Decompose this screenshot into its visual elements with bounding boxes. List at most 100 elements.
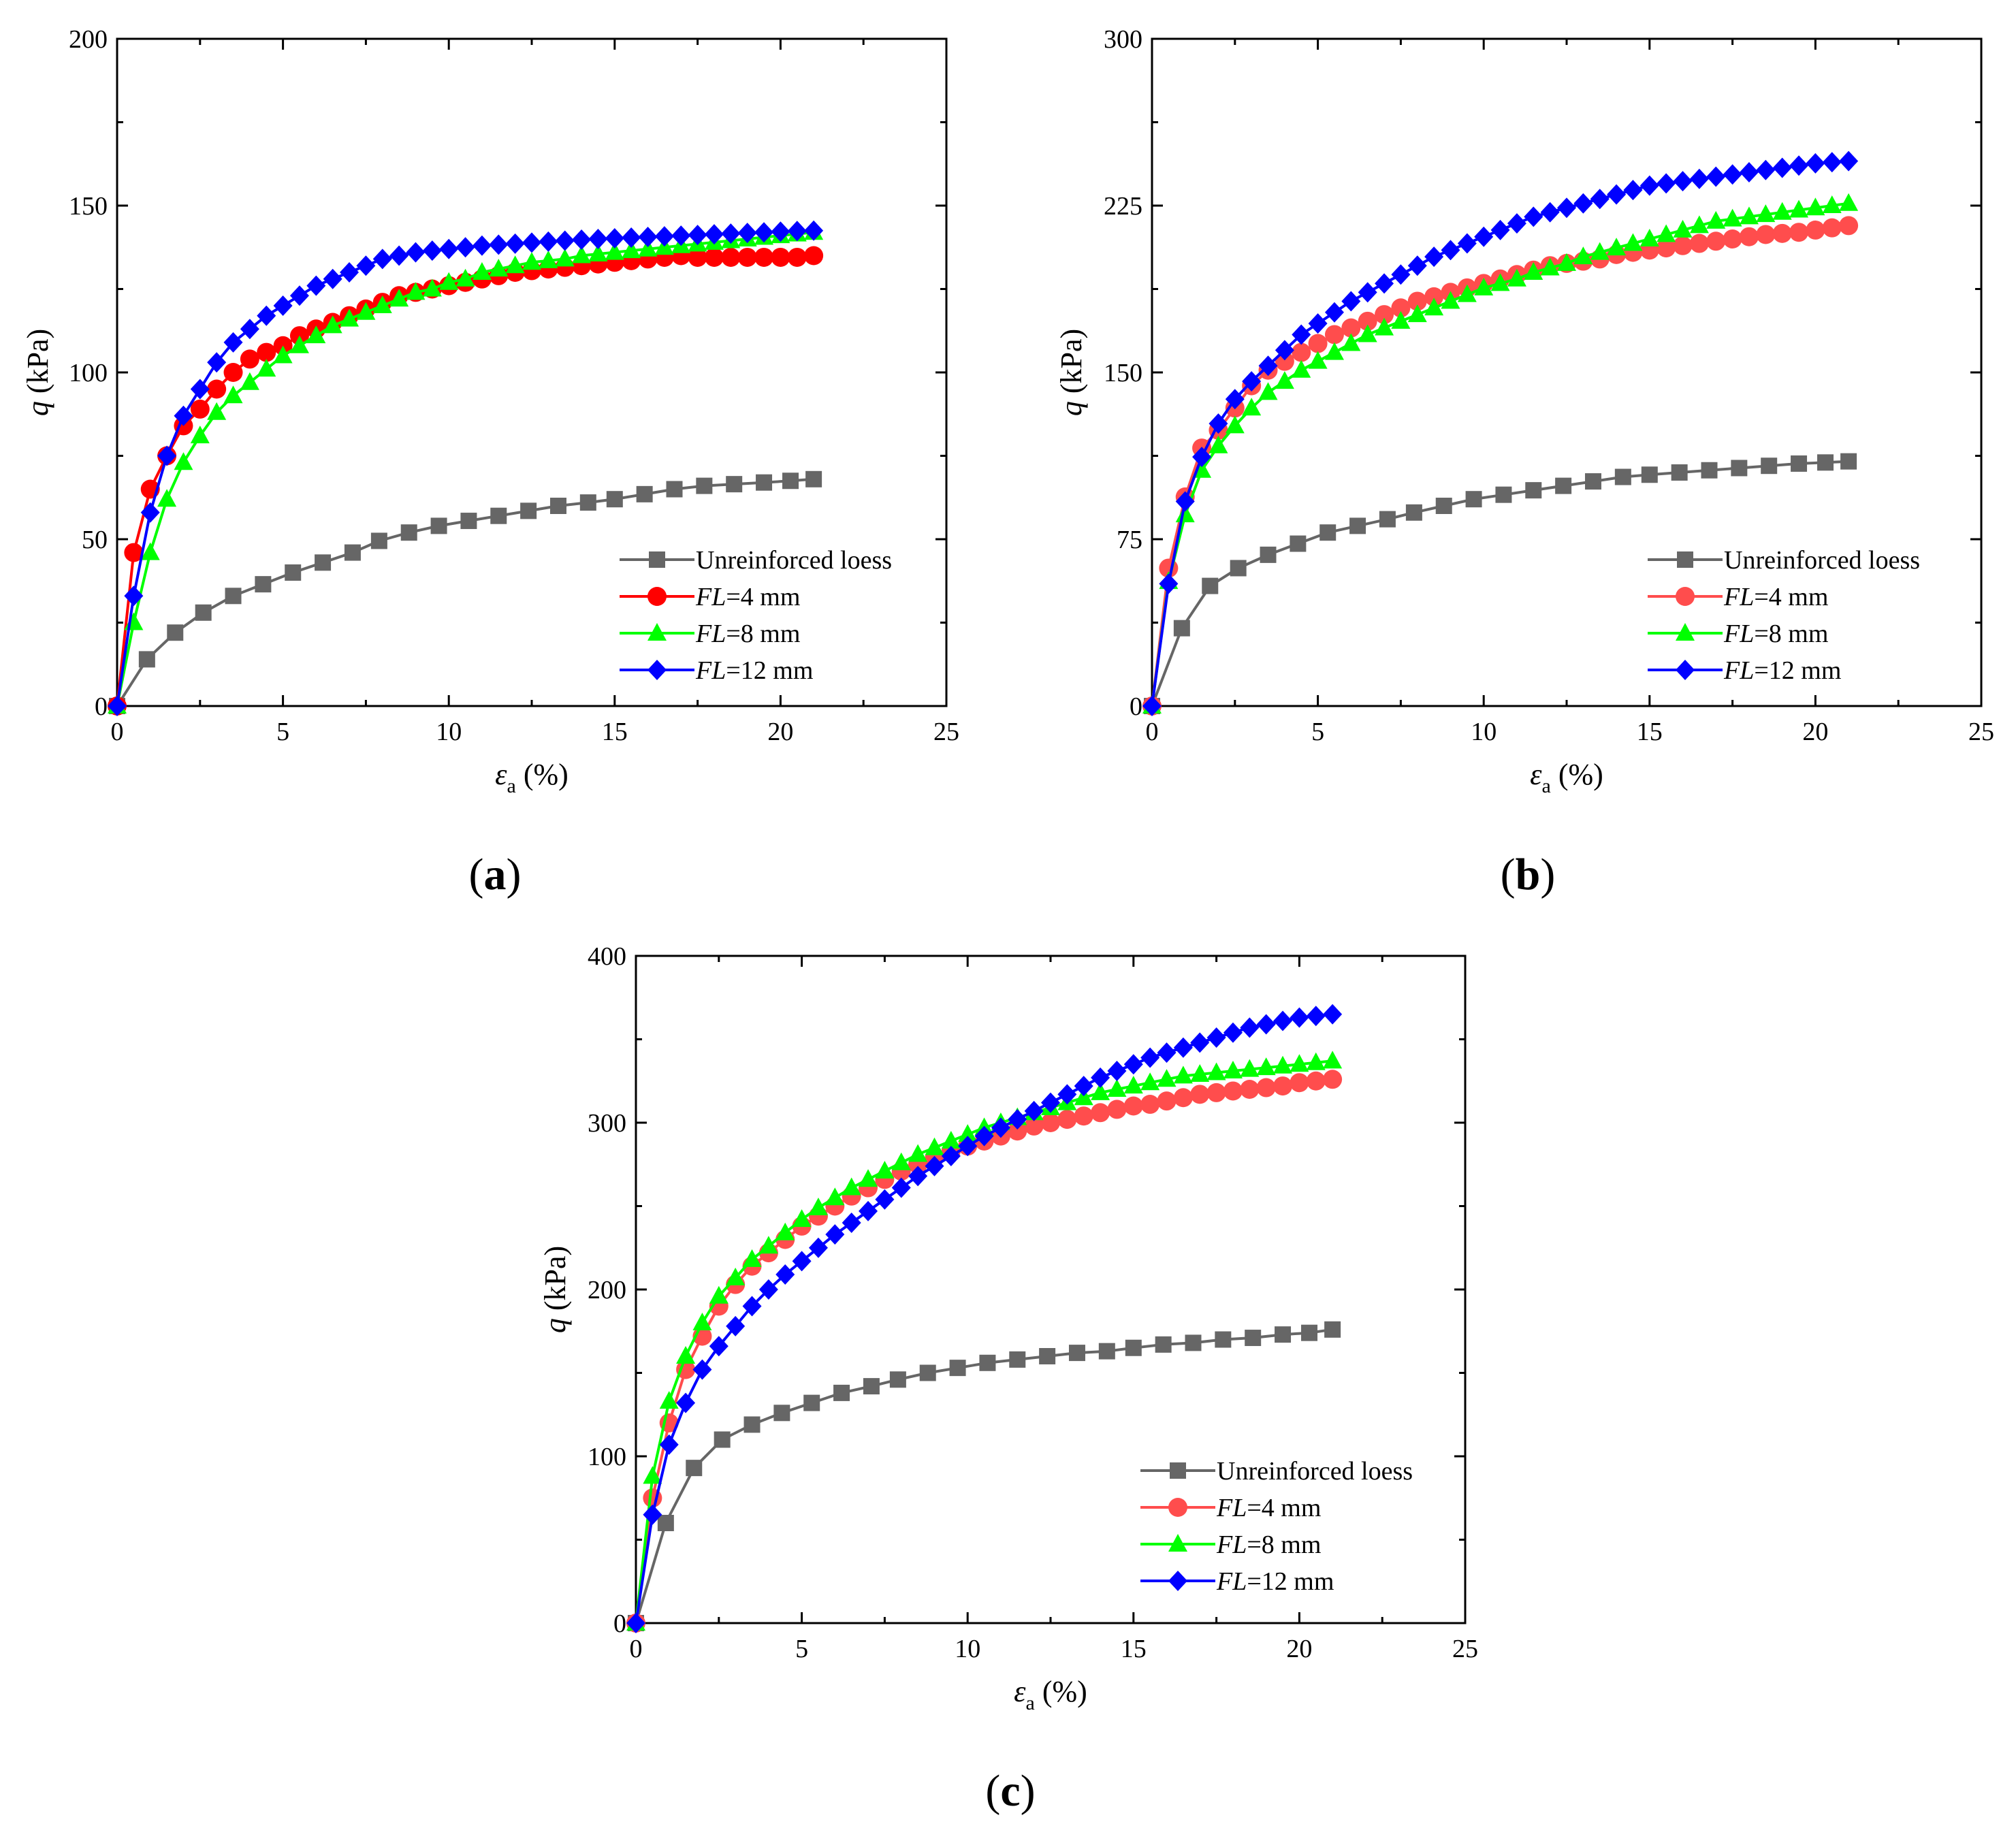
data-point-fl-8-mm <box>1474 277 1494 295</box>
data-point-fl-8-mm <box>638 238 658 257</box>
data-point-unreinforced-loess <box>773 1405 790 1422</box>
data-point-fl-12-mm <box>771 221 790 242</box>
data-point-fl-8-mm <box>1407 304 1427 323</box>
data-point-fl-12-mm <box>891 1177 911 1198</box>
data-point-fl-12-mm <box>825 1224 845 1245</box>
data-point-fl-8-mm <box>1258 382 1278 400</box>
data-point-fl-12-mm <box>1424 246 1444 268</box>
data-point-fl-8-mm <box>157 489 177 507</box>
data-point-fl-12-mm <box>505 233 525 254</box>
legend-item-unreinforced: Unreinforced loess <box>620 546 892 575</box>
data-point-fl-8-mm <box>1723 208 1742 227</box>
data-point-fl-12-mm <box>1258 355 1278 376</box>
legend-marker-triangle <box>647 623 667 641</box>
data-point-unreinforced-loess <box>430 517 447 534</box>
data-point-fl-8-mm <box>808 1197 828 1215</box>
data-point-fl-8-mm <box>1107 1079 1127 1097</box>
legend-label-fl4: FL=4 mm <box>1216 1494 1321 1522</box>
y-tick-label: 150 <box>1104 359 1142 387</box>
legend-marker-diamond <box>647 660 667 680</box>
data-point-fl-12-mm <box>1190 1032 1210 1053</box>
data-point-fl-4-mm <box>1739 227 1759 246</box>
data-point-fl-8-mm <box>1590 242 1610 260</box>
data-point-fl-8-mm <box>1140 1072 1160 1091</box>
data-point-fl-4-mm <box>1341 318 1361 338</box>
data-point-fl-4-mm <box>1391 298 1411 318</box>
data-point-unreinforced-loess <box>863 1378 880 1395</box>
data-point-fl-8-mm <box>1290 1054 1309 1072</box>
data-point-unreinforced-loess <box>889 1371 906 1388</box>
data-point-unreinforced-loess <box>1215 1331 1232 1348</box>
data-point-fl-12-mm <box>1206 1027 1226 1048</box>
data-point-fl-4-mm <box>754 247 774 267</box>
data-point-fl-8-mm <box>1706 210 1726 229</box>
data-point-unreinforced-loess <box>195 604 212 621</box>
data-point-fl-8-mm <box>389 289 409 307</box>
chart-panel-c: 0 5 10 15 20 25 0 100 200 300 400 εa (%) q (kPa) (… <box>539 942 1478 1816</box>
data-point-unreinforced-loess <box>1555 477 1572 494</box>
data-point-fl-12-mm <box>1041 1092 1060 1113</box>
data-point-unreinforced-loess <box>255 576 272 593</box>
data-point-fl-8-mm <box>1074 1087 1093 1106</box>
legend-label-unreinforced: Unreinforced loess <box>696 546 892 575</box>
y-tick-label: 300 <box>1104 25 1142 54</box>
data-point-fl-8-mm <box>792 1209 812 1228</box>
data-point-unreinforced-loess <box>225 588 242 605</box>
data-point-fl-12-mm <box>1639 175 1659 196</box>
data-point-unreinforced-loess <box>344 544 361 561</box>
data-point-fl-4-mm <box>1308 334 1328 353</box>
data-point-fl-12-mm <box>1324 302 1344 323</box>
data-point-unreinforced-loess <box>606 491 623 508</box>
data-point-unreinforced-loess <box>979 1354 996 1371</box>
data-point-fl-12-mm <box>1256 1014 1276 1035</box>
data-point-fl-4-mm <box>1723 229 1742 249</box>
data-point-fl-8-mm <box>505 255 525 274</box>
data-point-fl-4-mm <box>676 1360 696 1379</box>
data-point-unreinforced-loess <box>1324 1321 1341 1338</box>
y-tick-label: 100 <box>69 359 108 387</box>
y-tick-label: 50 <box>82 526 108 554</box>
data-point-fl-12-mm <box>588 229 608 249</box>
x-tick-label: 25 <box>1452 1635 1478 1663</box>
data-point-fl-8-mm <box>555 249 575 267</box>
legend-label-fl8: FL=8 mm <box>695 620 800 648</box>
data-point-fl-12-mm <box>842 1213 861 1233</box>
data-point-fl-8-mm <box>1789 199 1809 218</box>
data-point-fl-12-mm <box>1159 573 1179 594</box>
x-tick-label: 15 <box>1121 1635 1147 1663</box>
data-point-fl-12-mm <box>1524 206 1543 227</box>
data-point-unreinforced-loess <box>138 651 155 668</box>
data-point-unreinforced-loess <box>1245 1330 1262 1347</box>
data-point-fl-8-mm <box>676 1346 696 1364</box>
data-point-fl-8-mm <box>1540 257 1560 276</box>
data-point-fl-12-mm <box>775 1264 795 1285</box>
data-point-unreinforced-loess <box>1641 466 1658 483</box>
data-point-fl-12-mm <box>572 229 592 250</box>
data-point-fl-12-mm <box>472 235 492 256</box>
legend-item-fl4: FL=4 mm <box>620 583 800 611</box>
legend-marker-square <box>649 551 665 568</box>
data-point-fl-8-mm <box>758 1236 778 1254</box>
legend-marker-diamond <box>1676 660 1695 680</box>
data-point-fl-4-mm <box>1057 1110 1077 1129</box>
data-point-fl-8-mm <box>622 240 641 259</box>
legend-marker-circle <box>647 587 667 606</box>
data-point-unreinforced-loess <box>1791 455 1808 472</box>
data-point-fl-12-mm <box>692 1359 712 1380</box>
data-point-fl-12-mm <box>323 268 342 289</box>
data-point-fl-8-mm <box>190 426 210 444</box>
data-point-fl-8-mm <box>289 335 309 353</box>
data-point-fl-12-mm <box>1175 491 1195 512</box>
data-point-unreinforced-loess <box>370 532 387 549</box>
data-point-fl-8-mm <box>1206 1062 1226 1080</box>
data-point-fl-12-mm <box>859 1200 878 1221</box>
x-tick-label: 25 <box>933 718 959 746</box>
data-point-fl-8-mm <box>1756 204 1776 223</box>
data-point-fl-4-mm <box>1306 1071 1326 1091</box>
data-point-fl-12-mm <box>1756 159 1776 180</box>
data-point-fl-12-mm <box>1706 166 1726 187</box>
data-point-fl-12-mm <box>1772 157 1792 178</box>
data-point-unreinforced-loess <box>400 524 417 541</box>
data-point-fl-4-mm <box>124 543 144 562</box>
data-point-fl-4-mm <box>190 399 210 419</box>
